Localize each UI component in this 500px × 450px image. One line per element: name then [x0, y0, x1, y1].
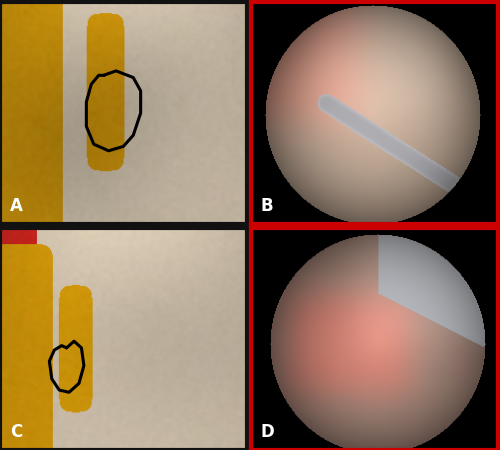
Text: C: C	[10, 423, 22, 441]
Text: D: D	[261, 423, 274, 441]
Text: B: B	[261, 197, 274, 215]
Text: A: A	[10, 197, 22, 215]
